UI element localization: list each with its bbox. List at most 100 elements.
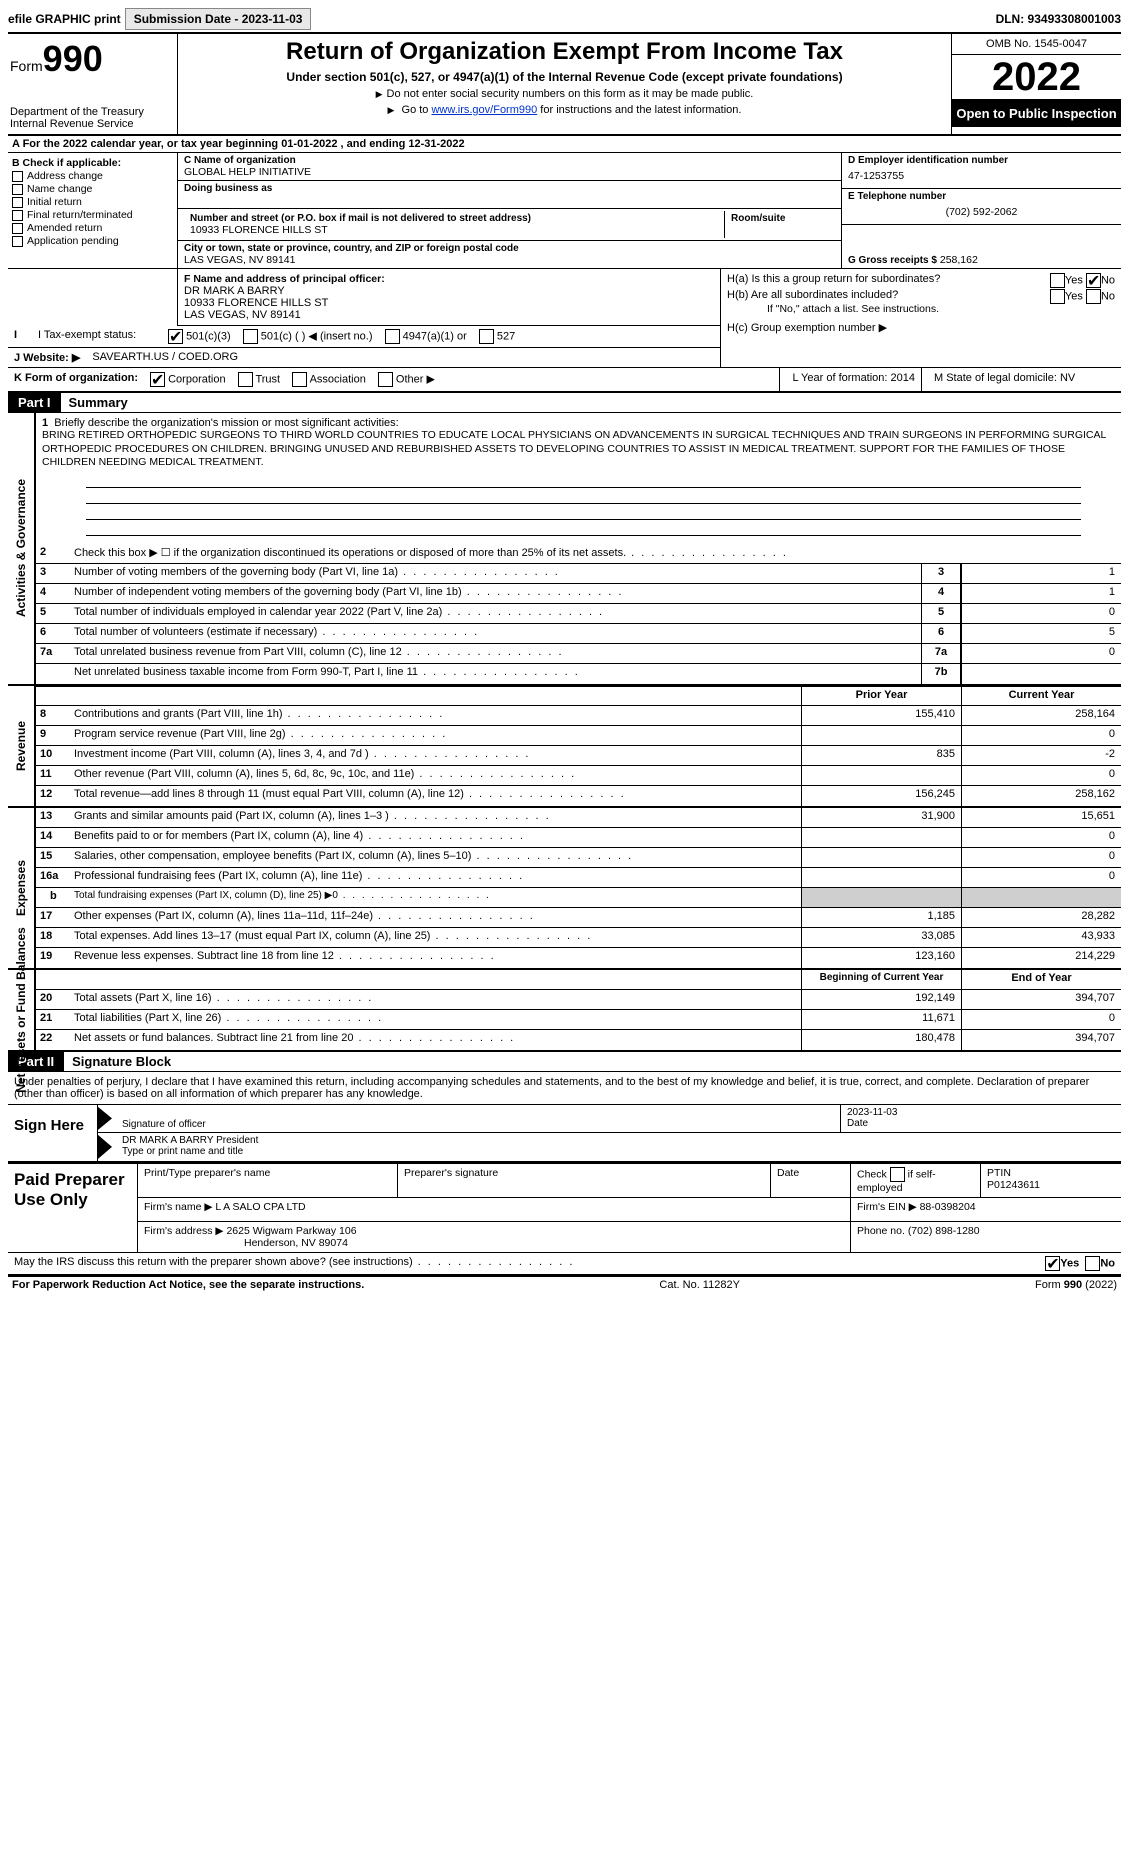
chk-4947[interactable] [385,329,400,344]
lbl-other: Other ▶ [396,373,435,385]
ein-value: 47-1253755 [848,166,1115,186]
omb-number: OMB No. 1545-0047 [952,34,1121,55]
chk-application-pending[interactable] [12,236,23,247]
firm-addr2: Henderson, NV 89074 [144,1237,348,1249]
table-row: 9Program service revenue (Part VIII, lin… [36,726,1121,746]
top-bar: efile GRAPHIC print Submission Date - 20… [8,8,1121,34]
hb-no[interactable] [1086,289,1101,304]
chk-trust[interactable] [238,372,253,387]
phone-label: E Telephone number [848,191,1115,202]
org-name-label: C Name of organization [184,155,835,166]
row-fh: F Name and address of principal officer:… [8,269,1121,368]
footer-right: Form 990 (2022) [1035,1279,1117,1291]
may-text: May the IRS discuss this return with the… [14,1256,574,1271]
chk-initial-return[interactable] [12,197,23,208]
ein-label: D Employer identification number [848,155,1115,166]
goto-pre: Go to [402,104,432,116]
chk-amended-return[interactable] [12,223,23,234]
may-yes[interactable] [1045,1256,1060,1271]
lbl-initial-return: Initial return [27,196,82,208]
hb-yes-lbl: Yes [1065,290,1083,302]
side-gov: Activities & Governance [14,479,28,617]
gross-label: G Gross receipts $ [848,255,937,266]
ha-yes[interactable] [1050,273,1065,288]
revenue-section: Revenue Prior Year Current Year 8Contrib… [8,686,1121,808]
chk-self-employed[interactable] [890,1167,905,1182]
firm-addr1: 2625 Wigwam Parkway 106 [226,1225,356,1237]
irs-label: Internal Revenue Service [10,118,171,130]
table-row: bTotal fundraising expenses (Part IX, co… [36,888,1121,908]
form-prefix: Form [10,58,43,74]
lbl-address-change: Address change [27,170,103,182]
part1-title: Summary [61,393,136,412]
form-header: Form990 Department of the Treasury Inter… [8,34,1121,136]
firm-addr-label: Firm's address ▶ [144,1225,224,1237]
chk-501c[interactable] [243,329,258,344]
chk-name-change[interactable] [12,184,23,195]
tax-status-label: I Tax-exempt status: [32,326,162,347]
table-row: 14Benefits paid to or for members (Part … [36,828,1121,848]
chk-assoc[interactable] [292,372,307,387]
gov-line: Net unrelated business taxable income fr… [36,664,1121,684]
goto-note: Go to www.irs.gov/Form990 for instructio… [184,104,945,116]
sig-name-label: Type or print name and title [122,1146,1115,1157]
table-row: 15Salaries, other compensation, employee… [36,848,1121,868]
chk-address-change[interactable] [12,171,23,182]
year-formation: L Year of formation: 2014 [779,368,921,391]
box-c: C Name of organization GLOBAL HELP INITI… [178,153,841,268]
sig-date-label: Date [847,1118,1115,1129]
chk-527[interactable] [479,329,494,344]
lbl-assoc: Association [310,373,366,385]
efile-label: efile GRAPHIC print [8,12,121,26]
hb-no-lbl: No [1101,290,1115,302]
org-city: LAS VEGAS, NV 89141 [184,254,835,266]
prep-sig-hdr: Preparer's signature [398,1164,771,1197]
gross-value: 258,162 [940,254,978,266]
sig-declaration: Under penalties of perjury, I declare th… [8,1072,1121,1105]
org-address: 10933 FLORENCE HILLS ST [190,224,718,236]
lbl-name-change: Name change [27,183,92,195]
lbl-527: 527 [497,330,515,342]
ptin-label: PTIN [987,1167,1115,1179]
irs-link[interactable]: www.irs.gov/Form990 [431,104,537,116]
sig-date: 2023-11-03 [847,1107,1115,1118]
prep-date-hdr: Date [771,1164,851,1197]
gov-line: 7aTotal unrelated business revenue from … [36,644,1121,664]
form-number: Form990 [10,38,171,80]
netassets-section: Net Assets or Fund Balances Beginning of… [8,970,1121,1052]
uline2 [86,490,1081,504]
gov-line: 5Total number of individuals employed in… [36,604,1121,624]
box-b: B Check if applicable: Address change Na… [8,153,178,268]
gov-line: 4Number of independent voting members of… [36,584,1121,604]
firm-phone-label: Phone no. [857,1225,905,1237]
officer-name: DR MARK A BARRY [184,285,714,297]
row-k: K Form of organization: Corporation Trus… [8,368,1121,393]
table-row: 13Grants and similar amounts paid (Part … [36,808,1121,828]
chk-final-return[interactable] [12,210,23,221]
ha-no[interactable] [1086,273,1101,288]
chk-corp[interactable] [150,372,165,387]
city-label: City or town, state or province, country… [184,243,835,254]
may-no[interactable] [1085,1256,1100,1271]
hc-label: H(c) Group exemption number ▶ [727,321,1115,334]
side-net: Net Assets or Fund Balances [14,927,28,1093]
table-row: 21Total liabilities (Part X, line 26)11,… [36,1010,1121,1030]
table-row: 20Total assets (Part X, line 16)192,1493… [36,990,1121,1010]
chk-other[interactable] [378,372,393,387]
uline3 [86,506,1081,520]
page-footer: For Paperwork Reduction Act Notice, see … [8,1276,1121,1293]
submission-date-button[interactable]: Submission Date - 2023-11-03 [125,8,312,30]
form-990: 990 [43,38,103,79]
hb-yes[interactable] [1050,289,1065,304]
chk-501c3[interactable] [168,329,183,344]
table-row: 12Total revenue—add lines 8 through 11 (… [36,786,1121,806]
preparer-block: Paid Preparer Use Only Print/Type prepar… [8,1162,1121,1253]
officer-addr1: 10933 FLORENCE HILLS ST [184,297,714,309]
side-exp: Expenses [14,860,28,916]
table-row: 22Net assets or fund balances. Subtract … [36,1030,1121,1050]
goto-post: for instructions and the latest informat… [537,104,741,116]
side-rev: Revenue [14,721,28,771]
may-discuss-row: May the IRS discuss this return with the… [8,1253,1121,1276]
lbl-501c3: 501(c)(3) [186,330,231,342]
hdr-prior: Prior Year [801,687,961,705]
